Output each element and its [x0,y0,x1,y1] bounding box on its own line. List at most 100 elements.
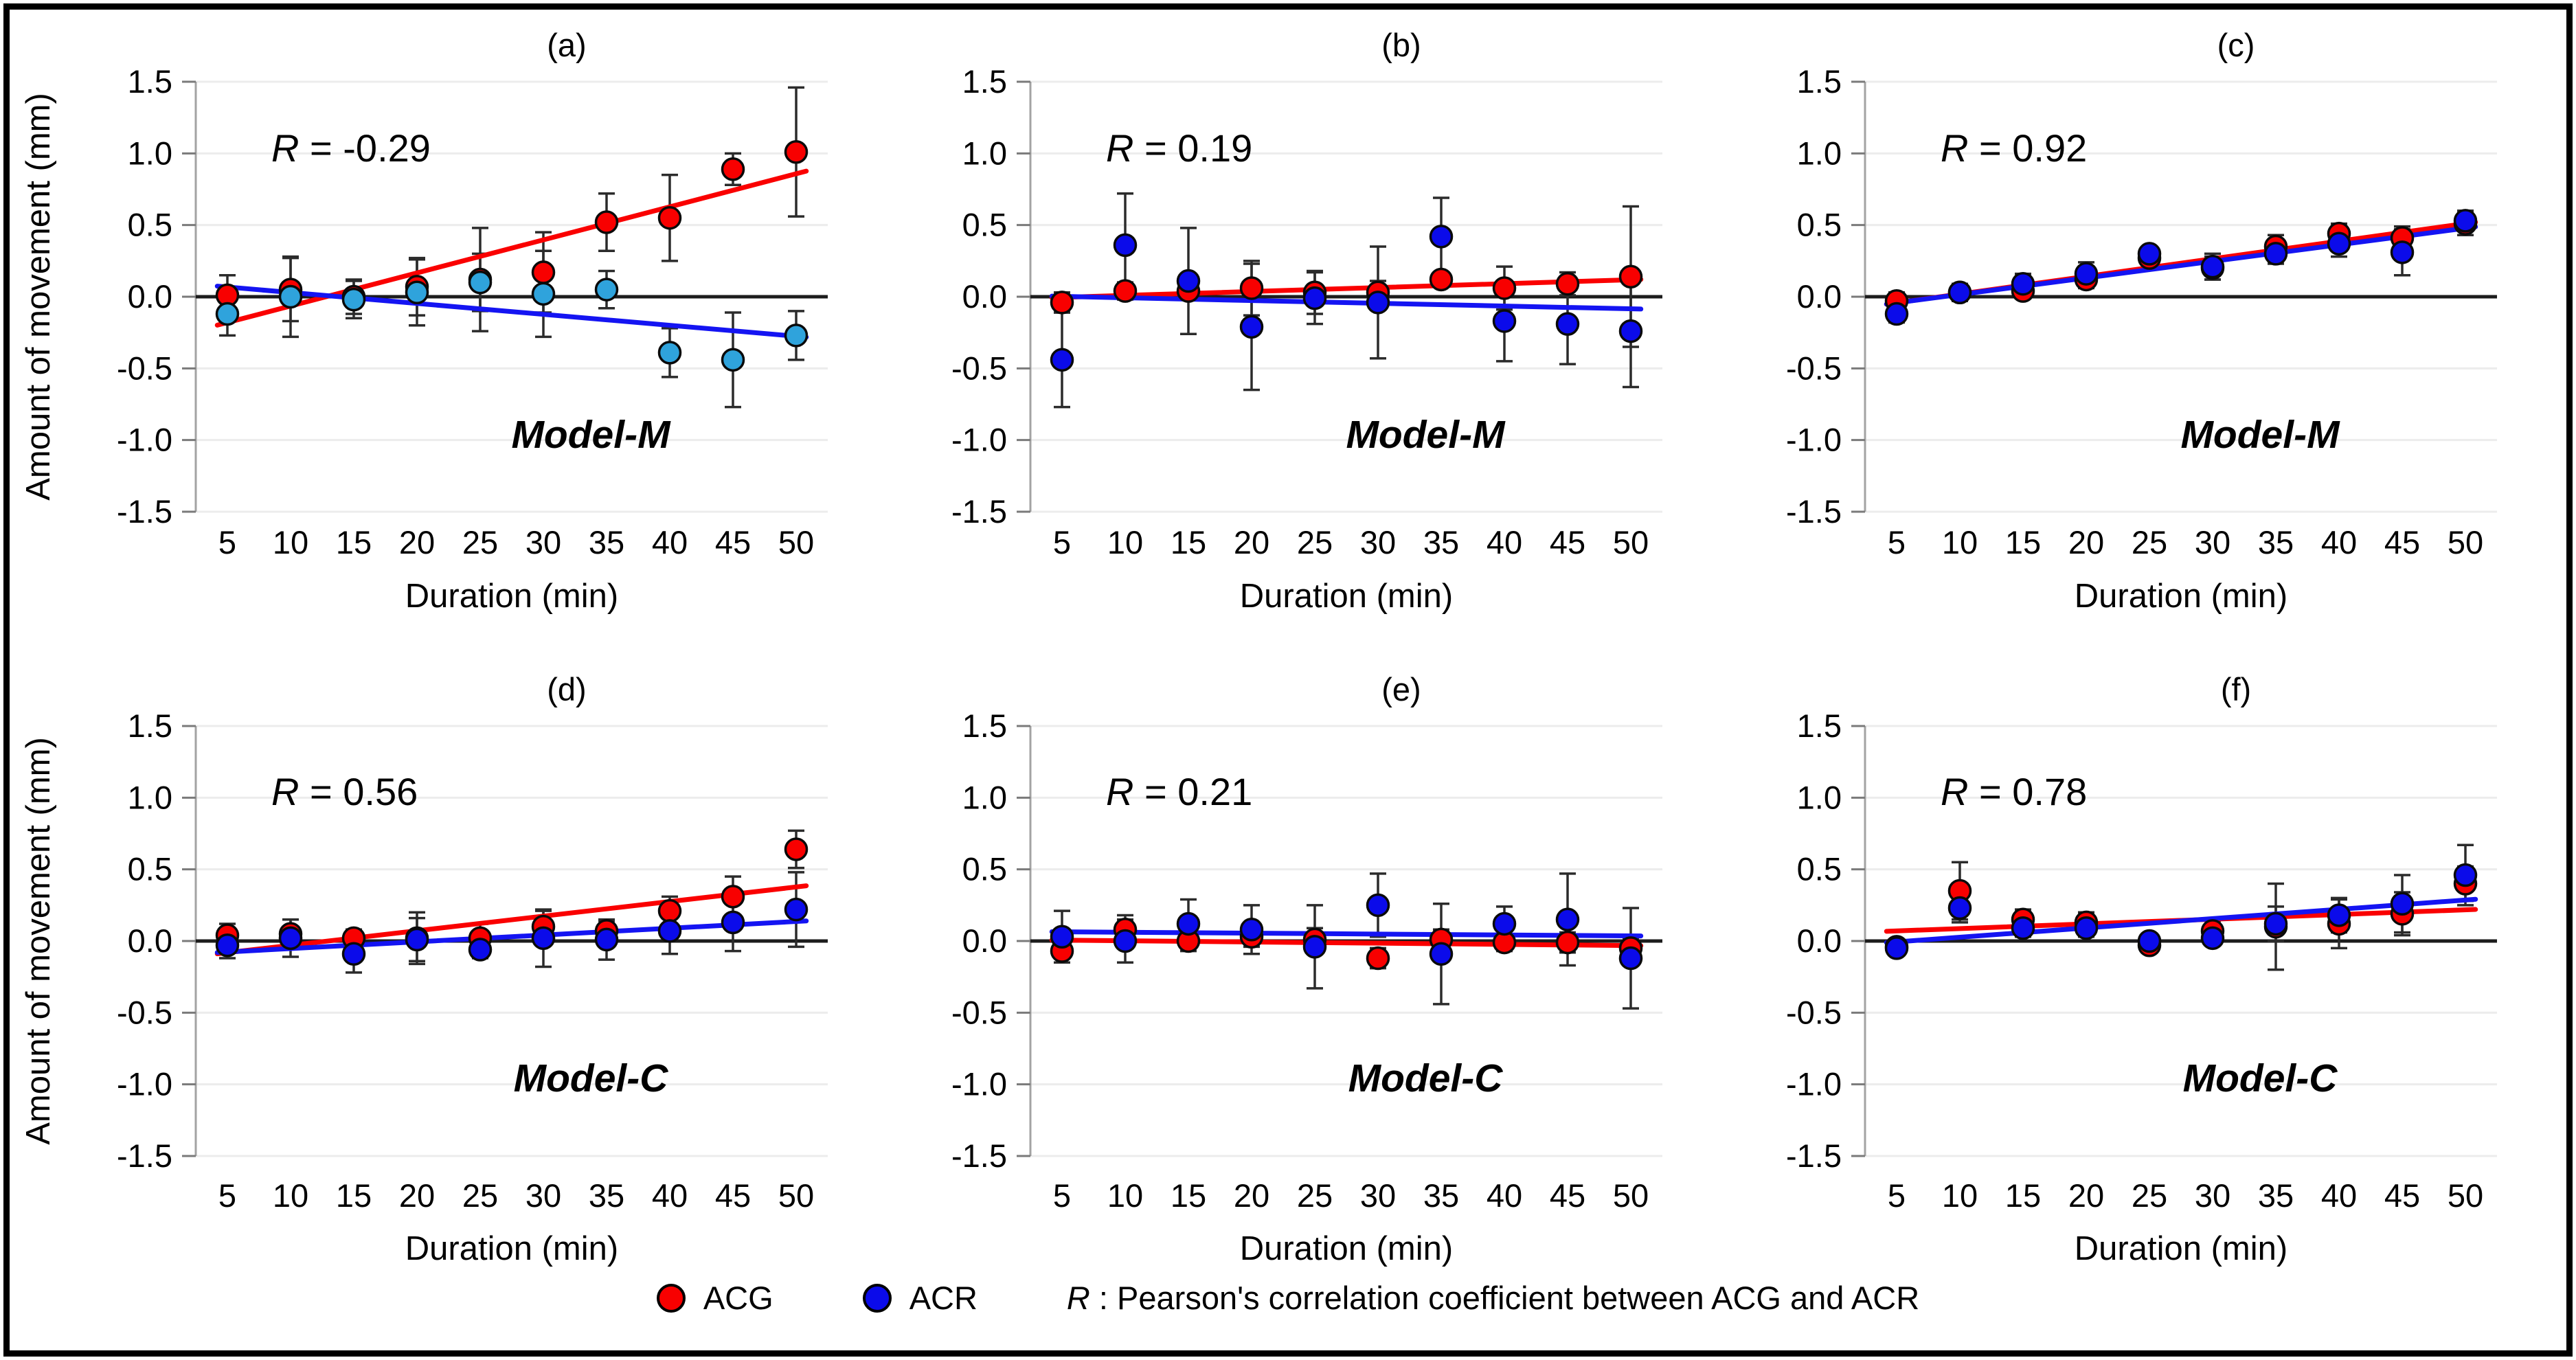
x-tick-label: 15 [1171,524,1206,560]
acg-data-point [1492,276,1517,300]
legend-r-note: R : Pearson's correlation coefficient be… [1067,1279,1919,1317]
x-tick-label: 10 [1942,524,1978,560]
acr-data-point [1492,911,1517,936]
x-tick-label: 25 [462,1177,498,1214]
figure-border [3,3,2573,1357]
y-tick-label: -1.5 [117,493,172,530]
r-value-label: R = 0.19 [1106,126,1252,170]
x-tick-label: 45 [1550,524,1585,560]
x-tick-label: 5 [1888,524,1906,560]
acr-data-point [1429,942,1454,966]
acr-data-point [2200,926,2225,951]
x-axis-title: Duration (min) [2075,578,2287,615]
acr-data-point [1947,896,1972,920]
acr-data-point [2074,262,2099,286]
acr-data-point [215,933,240,957]
x-tick-label: 45 [2384,1177,2420,1214]
x-tick-label: 50 [1613,524,1649,560]
x-tick-label: 50 [1613,1177,1649,1214]
x-tick-label: 5 [1053,524,1071,560]
y-tick-label: 1.0 [962,135,1007,171]
legend-r-note-text: R : Pearson's correlation coefficient be… [1067,1279,1919,1317]
acr-data-point [405,280,429,304]
acr-data-point [1366,291,1390,315]
x-tick-label: 20 [1234,524,1269,560]
x-tick-label: 20 [2068,524,2104,560]
acr-data-point [2327,231,2351,256]
acr-marker-icon [862,1283,892,1313]
acr-trend-line [1049,929,1644,939]
acr-data-point [341,287,366,312]
acg-data-point [1239,276,1264,300]
acr-data-point [784,324,809,348]
x-tick-label: 35 [589,1177,624,1214]
x-tick-label: 20 [1234,1177,1269,1214]
acg-trend-line [214,168,809,328]
acr-data-point [1113,929,1138,953]
acr-data-point [2074,916,2099,940]
r-value-label: R = -0.29 [271,126,431,170]
acg-data-point [657,205,682,230]
x-tick-label: 20 [399,1177,435,1214]
x-tick-label: 30 [2195,524,2230,560]
x-tick-label: 10 [1942,1177,1978,1214]
r-value-label: R = 0.78 [1941,770,2087,813]
panel-letter: (e) [1381,671,1421,707]
x-tick-label: 35 [1423,524,1459,560]
acr-data-point [2137,242,2162,266]
model-label: Model-C [514,1056,669,1100]
y-tick-label: 0.0 [128,922,172,959]
x-axis-title: Duration (min) [1240,578,1453,615]
acr-data-point [594,927,619,952]
acr-data-point [1947,280,1972,304]
y-tick-label: 1.5 [128,63,172,100]
y-tick-label: 0.5 [128,851,172,887]
y-tick-label: -0.5 [1786,350,1842,386]
acr-data-point [2011,271,2035,296]
y-tick-label: 0.0 [962,278,1007,315]
y-tick-label: -0.5 [951,350,1007,386]
y-tick-label: -1.0 [117,422,172,458]
y-tick-label: -1.0 [951,422,1007,458]
acr-data-point [1302,935,1327,959]
x-tick-label: 50 [778,1177,814,1214]
y-tick-label: -1.5 [951,493,1007,530]
x-tick-label: 50 [2448,524,2483,560]
acr-data-point [2390,240,2415,264]
x-tick-label: 40 [2321,1177,2357,1214]
legend-acr-label: ACR [909,1280,978,1316]
y-tick-label: -1.5 [951,1137,1007,1174]
x-tick-label: 15 [2005,1177,2041,1214]
x-tick-label: 15 [336,1177,372,1214]
panel-f: R = 0.78 [1851,725,2497,1157]
y-tick-label: 1.5 [962,707,1007,744]
x-tick-label: 5 [218,524,236,560]
x-tick-label: 25 [2132,1177,2167,1214]
y-tick-label: -1.0 [1786,422,1842,458]
acr-data-point [468,938,493,962]
acr-data-point [657,341,682,365]
panel-d: R = 0.56 [182,725,828,1157]
x-tick-label: 30 [1360,524,1396,560]
y-tick-label: -0.5 [117,994,172,1030]
acr-data-point [1884,302,1909,326]
y-tick-label: 0.5 [962,851,1007,887]
legend-acg-label: ACG [703,1280,773,1316]
acr-data-point [1429,225,1454,249]
x-axis-title: Duration (min) [2075,1230,2287,1267]
acr-data-point [1050,925,1074,949]
x-tick-label: 50 [2448,1177,2483,1214]
x-tick-label: 5 [1053,1177,1071,1214]
acr-data-point [657,919,682,943]
acg-data-point [1366,946,1390,971]
r-value-label: R = 0.56 [271,770,418,813]
panel-letter: (b) [1381,27,1421,63]
y-tick-label: -0.5 [117,350,172,386]
panel-b: R = 0.19 [1017,80,1662,513]
acr-data-point [1050,348,1074,372]
acr-trend-line [214,284,809,340]
x-tick-label: 40 [652,1177,688,1214]
y-tick-label: 1.5 [962,63,1007,100]
x-tick-label: 10 [1107,524,1143,560]
acr-data-point [594,277,619,302]
